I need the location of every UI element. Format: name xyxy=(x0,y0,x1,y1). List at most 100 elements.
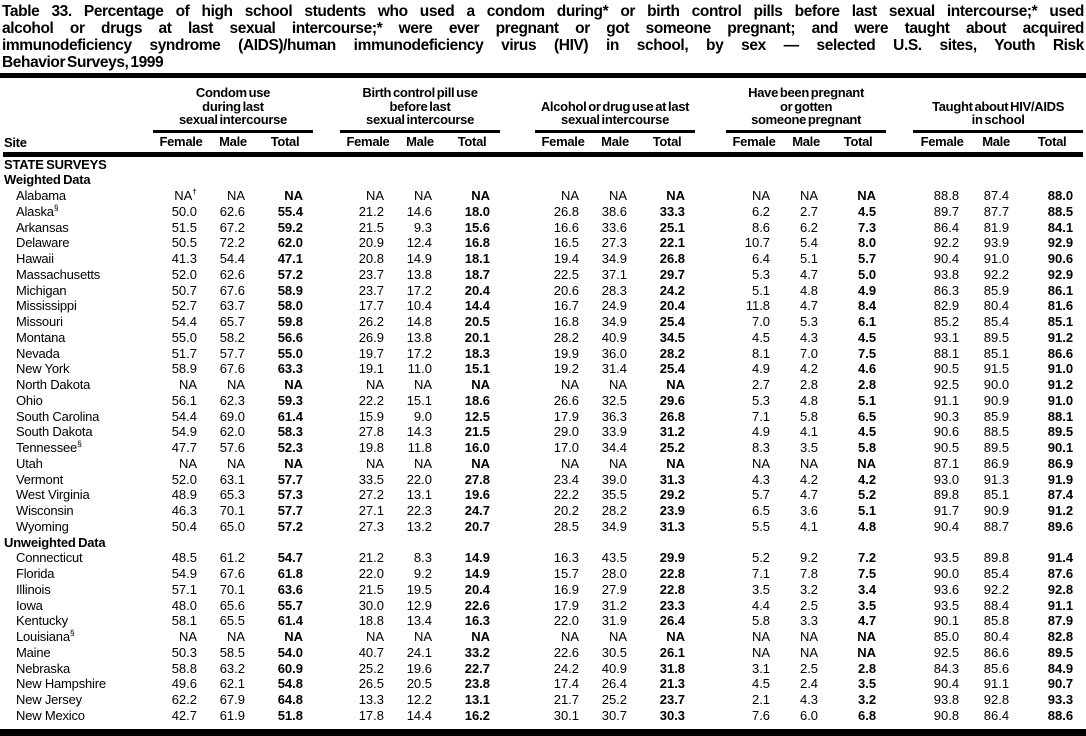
gap-cell xyxy=(886,472,913,488)
value-cell: 6.4 xyxy=(751,251,771,266)
gap-cell xyxy=(886,361,913,377)
value-cell: 21.7 xyxy=(553,692,580,707)
gap-cell xyxy=(886,661,913,677)
value-cell: 70.1 xyxy=(219,581,245,597)
value-cell: 89.7 xyxy=(933,203,960,219)
table-row: Montana 55.0 58.2 56.6 26.9 13.8 20.1 28.2 40.9 3… xyxy=(3,330,1083,346)
value-cell: 57.1 xyxy=(171,581,197,597)
value-cell: 22.7 xyxy=(464,660,491,676)
gap-cell xyxy=(313,661,340,677)
value-cell: 92.8 xyxy=(1047,581,1074,597)
value-cell: 91.2 xyxy=(1047,503,1074,518)
gap-cell xyxy=(886,487,913,503)
value-cell: 13.1 xyxy=(406,487,432,503)
value-cell: 4.7 xyxy=(799,298,819,314)
gap-cell xyxy=(886,582,913,598)
value-cell: 61.8 xyxy=(277,566,303,581)
sub-column-header-total: Total xyxy=(1021,131,1084,157)
value-cell: 92.8 xyxy=(983,692,1010,707)
value-cell: 61.9 xyxy=(219,707,245,723)
gap-cell xyxy=(500,440,535,456)
column-gap xyxy=(886,79,914,157)
sub-column-header-total: Total xyxy=(639,131,696,157)
value-cell: 85.4 xyxy=(983,566,1010,581)
site-cell: South Dakota xyxy=(16,424,93,440)
value-cell: 29.7 xyxy=(659,266,686,282)
table-title-line: immunodeficiency syndrome (AIDS)/human i… xyxy=(2,37,1084,54)
gap-cell xyxy=(886,267,913,283)
value-cell: 25.4 xyxy=(659,361,686,377)
value-cell: 3.5 xyxy=(751,581,771,597)
value-cell: 86.9 xyxy=(983,455,1010,471)
value-cell: 4.2 xyxy=(858,471,877,487)
table-row: Michigan 50.7 67.6 58.9 23.7 17.2 20.4 20.6 28.3… xyxy=(3,283,1083,299)
value-cell: 84.1 xyxy=(1047,219,1074,235)
value-cell: 48.5 xyxy=(171,550,197,566)
value-cell: NA xyxy=(560,455,580,471)
gap-cell xyxy=(695,472,726,488)
site-cell: Florida xyxy=(16,566,55,581)
value-cell: 88.5 xyxy=(1047,203,1074,219)
gap-cell xyxy=(695,692,726,708)
table-row: Wyoming 50.4 65.0 57.2 27.3 13.2 20.7 28.5 34.9 3… xyxy=(3,519,1083,535)
gap-cell xyxy=(886,251,913,267)
sub-column-header-female: Female xyxy=(153,131,209,157)
value-cell: 22.0 xyxy=(406,471,432,487)
value-cell: NA xyxy=(608,377,628,392)
gap-cell xyxy=(695,251,726,267)
value-cell: NA xyxy=(560,377,580,392)
value-cell: 92.5 xyxy=(933,644,960,660)
gap-cell xyxy=(695,283,726,299)
value-cell: 9.2 xyxy=(413,566,432,581)
table-row: Missouri 54.4 65.7 59.8 26.2 14.8 20.5 16.8 34.9… xyxy=(3,314,1083,330)
value-cell: 51.7 xyxy=(171,345,197,361)
value-cell: 20.4 xyxy=(464,282,491,298)
value-cell: 3.2 xyxy=(858,692,877,707)
value-cell: 19.1 xyxy=(358,361,384,377)
value-cell: 5.8 xyxy=(858,440,877,455)
site-cell: Maine xyxy=(16,644,51,660)
gap-cell xyxy=(695,566,726,582)
footnote-marker: § xyxy=(53,202,59,213)
value-cell: NA xyxy=(178,377,197,392)
value-cell: 60.9 xyxy=(277,660,303,676)
gap-cell xyxy=(500,393,535,409)
value-cell: 86.6 xyxy=(983,644,1010,660)
value-cell: NA xyxy=(284,188,303,203)
value-cell: NA xyxy=(471,629,491,644)
table-row: Delaware 50.5 72.2 62.0 20.9 12.4 16.8 16.5 27.3… xyxy=(3,235,1083,251)
value-cell: 4.5 xyxy=(858,203,877,219)
gap-cell xyxy=(500,267,535,283)
value-cell: 29.2 xyxy=(659,487,686,503)
value-cell: 91.7 xyxy=(933,503,960,518)
sub-column-header-female: Female xyxy=(535,131,592,157)
value-cell: 11.8 xyxy=(407,440,432,455)
gap-cell xyxy=(695,550,726,566)
gap-cell xyxy=(313,188,340,204)
value-cell: NA xyxy=(413,188,432,203)
value-cell: 86.1 xyxy=(1047,282,1074,298)
value-cell: 91.9 xyxy=(1047,471,1074,487)
value-cell: 26.4 xyxy=(601,676,628,692)
value-cell: 7.0 xyxy=(799,345,819,361)
value-cell: 14.6 xyxy=(406,203,432,219)
value-cell: 24.2 xyxy=(553,660,580,676)
value-cell: 88.1 xyxy=(933,345,960,361)
value-cell: NA xyxy=(751,188,771,203)
gap-cell xyxy=(886,629,913,645)
gap-cell xyxy=(313,472,340,488)
value-cell: 23.9 xyxy=(659,503,686,518)
value-cell: 4.9 xyxy=(858,282,877,298)
gap-cell xyxy=(886,550,913,566)
column-group-hiv-aids-education: Taught about HIV/AIDS in school xyxy=(913,79,1084,133)
value-cell: 15.1 xyxy=(406,392,432,408)
value-cell: 63.2 xyxy=(219,660,245,676)
value-cell: 33.6 xyxy=(601,219,628,235)
sub-column-header-male: Male xyxy=(209,131,257,157)
value-cell: NA xyxy=(365,377,384,392)
value-cell: 50.0 xyxy=(171,203,197,219)
value-cell: 29.6 xyxy=(659,392,686,408)
value-cell: 24.1 xyxy=(406,644,432,660)
gap-cell xyxy=(695,456,726,472)
table-title: Table 33. Percentage of high school stud… xyxy=(0,0,1086,71)
